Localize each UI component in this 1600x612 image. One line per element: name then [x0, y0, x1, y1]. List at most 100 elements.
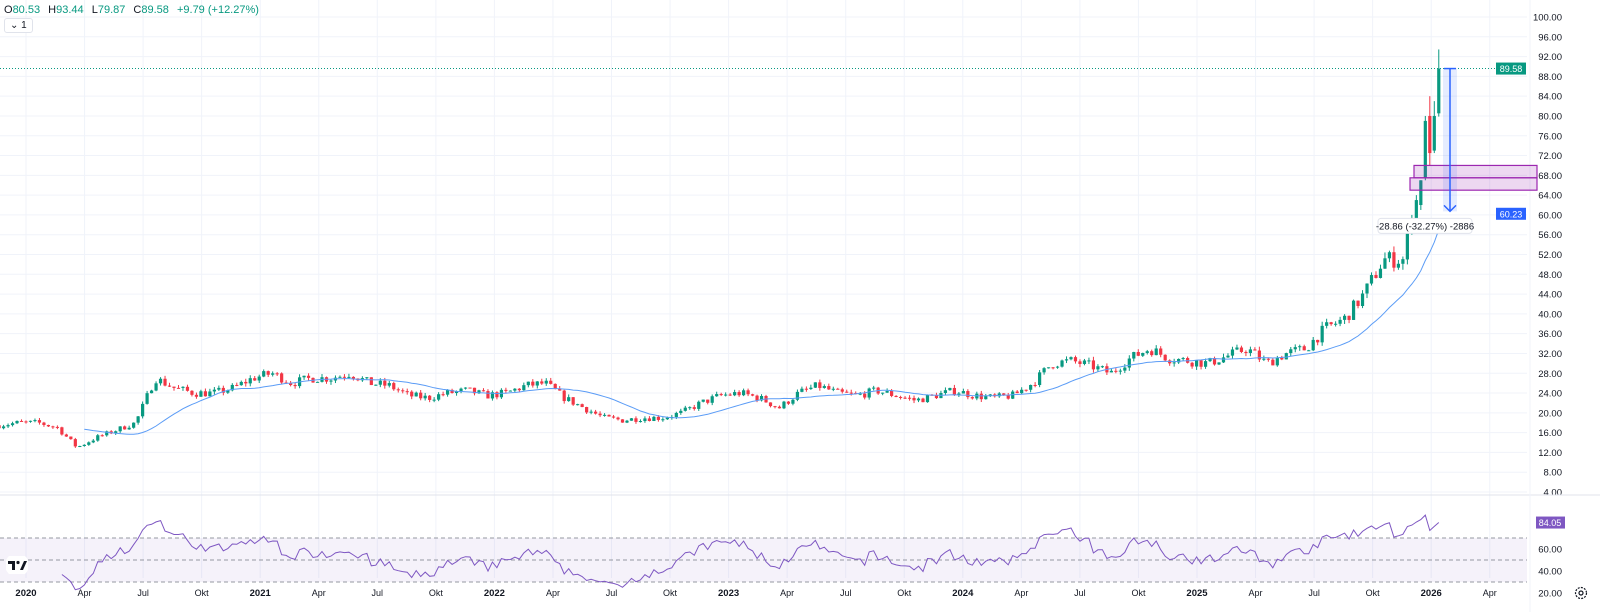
- support-zone: [1413, 164, 1538, 179]
- candle-body: [1060, 360, 1064, 367]
- candle-body: [912, 397, 916, 401]
- candle-body: [1051, 367, 1055, 369]
- candle-body: [800, 388, 804, 392]
- candle-body: [517, 388, 521, 391]
- candle-body: [347, 376, 351, 378]
- candle-body: [1325, 322, 1329, 326]
- price-axis-label: 72.00: [1538, 151, 1562, 162]
- candle-body: [1096, 366, 1100, 370]
- candle-body: [997, 393, 1001, 397]
- candle-body: [934, 394, 939, 399]
- candle-body: [1405, 227, 1409, 260]
- candle-body: [827, 386, 831, 390]
- candle-body: [1342, 315, 1347, 320]
- time-axis-label: Okt: [429, 588, 444, 598]
- candle-body: [638, 421, 643, 423]
- candle-body: [795, 391, 800, 400]
- candle-body: [459, 388, 463, 392]
- candle-body: [1132, 352, 1136, 359]
- candle-body: [226, 390, 230, 393]
- candle-body: [1351, 300, 1356, 320]
- candle-body: [0, 425, 1, 429]
- candle-body: [1244, 351, 1248, 353]
- candle-body: [315, 381, 320, 383]
- candle-body: [217, 387, 221, 390]
- candle-body: [813, 382, 817, 388]
- candle-body: [750, 394, 755, 396]
- candle-body: [665, 417, 669, 420]
- candle-body: [1033, 384, 1037, 386]
- candle-body: [1316, 339, 1320, 343]
- candle-body: [558, 388, 562, 391]
- candle-body: [1029, 384, 1033, 390]
- settings-gear-icon[interactable]: [1574, 586, 1588, 600]
- candle-body: [629, 418, 634, 421]
- candle-body: [576, 404, 580, 406]
- candle-body: [544, 380, 548, 384]
- candle-body: [351, 376, 356, 379]
- candle-body: [571, 397, 575, 405]
- time-axis-label: Apr: [1483, 588, 1497, 598]
- candle-body: [1118, 370, 1122, 372]
- candle-body: [1280, 357, 1284, 360]
- rsi-axis-label: 20.00: [1538, 589, 1562, 600]
- candle-body: [562, 390, 566, 402]
- candle-body: [490, 392, 495, 399]
- price-axis-label: 40.00: [1538, 309, 1562, 320]
- candle-body: [746, 390, 750, 395]
- candle-body: [338, 376, 342, 378]
- candle-body: [567, 397, 571, 402]
- candle-body: [37, 420, 42, 423]
- candle-body: [289, 383, 293, 386]
- time-axis-label: Okt: [897, 588, 912, 598]
- candle-body: [392, 383, 396, 390]
- candle-body: [1401, 259, 1405, 264]
- candle-body: [1064, 359, 1069, 361]
- candle-body: [1293, 347, 1297, 350]
- price-axis-label: 8.00: [1544, 468, 1563, 479]
- candle-body: [535, 381, 539, 386]
- candle-body: [903, 397, 907, 399]
- candle-body: [1334, 323, 1338, 325]
- candle-body: [513, 388, 517, 391]
- candle-body: [1253, 349, 1257, 351]
- candle-body: [616, 417, 620, 420]
- candle-body: [468, 387, 472, 389]
- candle-body: [450, 389, 454, 394]
- candle-body: [257, 376, 261, 381]
- tradingview-logo-icon[interactable]: [6, 556, 28, 574]
- candle-body: [374, 384, 378, 386]
- candle-body: [64, 434, 68, 437]
- candle-body: [1154, 348, 1158, 356]
- candle-body: [589, 411, 593, 413]
- candle-body: [526, 381, 530, 386]
- candle-body: [1369, 275, 1374, 284]
- price-axis-label: 60.00: [1538, 210, 1562, 221]
- candle-body: [818, 382, 822, 388]
- candle-body: [1383, 258, 1387, 269]
- candle-body: [481, 390, 486, 392]
- candle-body: [114, 431, 118, 434]
- candle-body: [441, 394, 445, 396]
- candle-body: [872, 387, 876, 389]
- time-axis-label: Apr: [546, 588, 560, 598]
- candle-body: [1190, 362, 1194, 367]
- candle-body: [1217, 362, 1221, 365]
- candle-body: [221, 387, 225, 393]
- candle-body: [1212, 358, 1217, 365]
- candle-body: [1311, 339, 1315, 351]
- indicator-toggle-button[interactable]: ⌄ 1: [4, 18, 33, 33]
- ohlc-legend: O80.53 H93.44 L79.87 C89.58 +9.79 (+12.2…: [4, 4, 259, 16]
- candle-body: [957, 393, 961, 395]
- candle-body: [504, 389, 508, 391]
- candle-body: [652, 416, 656, 421]
- candle-body: [275, 373, 279, 375]
- candle-body: [1329, 322, 1333, 325]
- candle-body: [396, 389, 400, 391]
- candle-body: [1069, 357, 1073, 360]
- price-axis-label: 28.00: [1538, 369, 1562, 380]
- candle-body: [181, 386, 185, 388]
- candle-body: [329, 380, 333, 382]
- candle-body: [495, 392, 499, 398]
